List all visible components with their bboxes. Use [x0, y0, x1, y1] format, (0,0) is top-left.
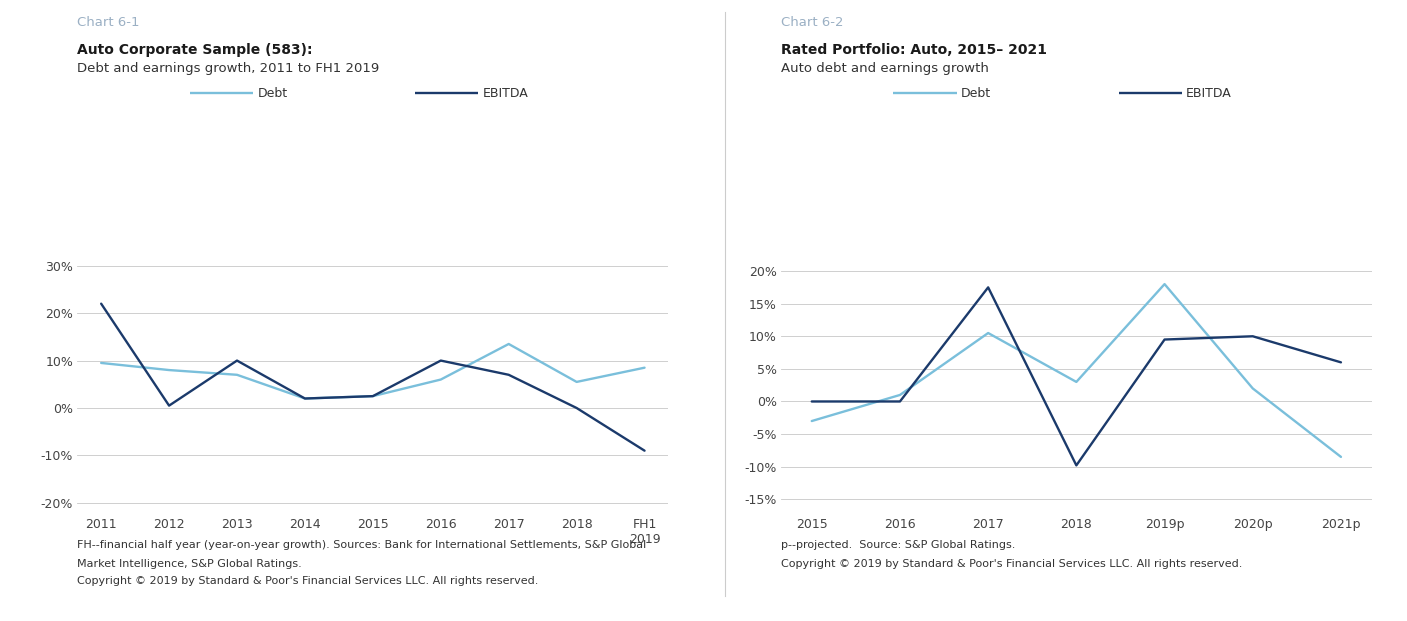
- Text: EBITDA: EBITDA: [483, 87, 529, 99]
- Text: Debt and earnings growth, 2011 to FH1 2019: Debt and earnings growth, 2011 to FH1 20…: [77, 62, 380, 75]
- Text: Chart 6-1: Chart 6-1: [77, 16, 139, 29]
- Text: EBITDA: EBITDA: [1186, 87, 1233, 99]
- Text: Auto Corporate Sample (583):: Auto Corporate Sample (583):: [77, 43, 312, 58]
- Text: Copyright © 2019 by Standard & Poor's Financial Services LLC. All rights reserve: Copyright © 2019 by Standard & Poor's Fi…: [77, 576, 539, 586]
- Text: Auto debt and earnings growth: Auto debt and earnings growth: [781, 62, 989, 75]
- Text: Debt: Debt: [961, 87, 991, 99]
- Text: p--projected.  Source: S&P Global Ratings.: p--projected. Source: S&P Global Ratings…: [781, 540, 1016, 550]
- Text: Chart 6-2: Chart 6-2: [781, 16, 843, 29]
- Text: Market Intelligence, S&P Global Ratings.: Market Intelligence, S&P Global Ratings.: [77, 559, 303, 569]
- Text: FH--financial half year (year-on-year growth). Sources: Bank for International S: FH--financial half year (year-on-year gr…: [77, 540, 647, 550]
- Text: Copyright © 2019 by Standard & Poor's Financial Services LLC. All rights reserve: Copyright © 2019 by Standard & Poor's Fi…: [781, 559, 1242, 569]
- Text: Rated Portfolio: Auto, 2015– 2021: Rated Portfolio: Auto, 2015– 2021: [781, 43, 1047, 58]
- Text: Debt: Debt: [257, 87, 287, 99]
